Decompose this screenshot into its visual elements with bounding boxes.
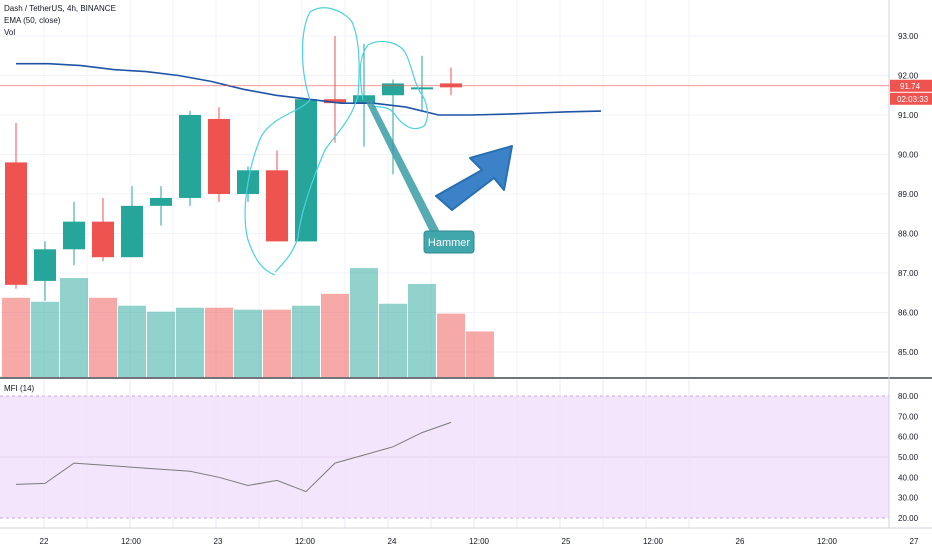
price-tick-label: 87.00 — [898, 269, 919, 278]
candle-body[interactable] — [266, 170, 288, 242]
price-tick-label: 91.00 — [898, 111, 919, 120]
price-tick-label: 90.00 — [898, 151, 919, 160]
time-tick-label: 12:00 — [121, 537, 142, 546]
price-tick-label: 88.00 — [898, 230, 919, 239]
volume-bar — [205, 307, 233, 377]
mfi-legend[interactable]: MFI (14) — [4, 384, 35, 393]
time-tick-label: 12:00 — [817, 537, 838, 546]
volume-bar — [147, 311, 175, 377]
mfi-tick-label: 50.00 — [898, 453, 919, 462]
volume-bar — [89, 297, 117, 377]
volume-bar — [408, 283, 436, 377]
volume-bar — [2, 297, 30, 377]
mfi-tick-label: 30.00 — [898, 494, 919, 503]
mfi-tick-label: 40.00 — [898, 473, 919, 482]
candle-body[interactable] — [63, 221, 85, 250]
mfi-tick-label: 80.00 — [898, 392, 919, 401]
vol-label[interactable]: Vol — [4, 28, 16, 37]
volume-bar — [234, 309, 262, 377]
callout-label: Hammer — [428, 237, 471, 249]
price-badge — [890, 79, 932, 92]
chart-legend: Dash / TetherUS, 4h, BINANCE EMA (50, cl… — [4, 3, 116, 39]
candle-body[interactable] — [92, 221, 114, 258]
ema-line — [16, 62, 602, 116]
volume-bar — [466, 331, 494, 377]
price-badge-label: 91.74 — [900, 82, 921, 91]
candle-body[interactable] — [150, 197, 172, 206]
time-tick-label: 26 — [736, 537, 745, 546]
mfi-tick-label: 60.00 — [898, 433, 919, 442]
ema-label[interactable]: EMA (50, close) — [4, 16, 61, 25]
candle-body[interactable] — [208, 118, 230, 194]
candle-body[interactable] — [179, 115, 201, 198]
volume-bar — [31, 301, 59, 377]
time-tick-label: 27 — [910, 537, 919, 546]
candle-body[interactable] — [5, 162, 27, 285]
mfi-line — [15, 421, 452, 493]
price-tick-label: 86.00 — [898, 309, 919, 318]
volume-bar — [350, 268, 378, 377]
time-tick-label: 23 — [214, 537, 223, 546]
volume-bar — [437, 313, 465, 377]
volume-bar — [321, 293, 349, 377]
drawing-right-loop — [359, 40, 429, 130]
price-tick-label: 85.00 — [898, 348, 919, 357]
time-tick-label: 25 — [562, 537, 571, 546]
symbol-label[interactable]: Dash / TetherUS, 4h, BINANCE — [4, 4, 116, 13]
time-tick-label: 22 — [40, 537, 49, 546]
countdown-label: 02:03:33 — [897, 95, 929, 104]
time-tick-label: 24 — [388, 537, 397, 546]
time-tick-label: 12:00 — [295, 537, 316, 546]
time-tick-label: 12:00 — [643, 537, 664, 546]
countdown-badge — [890, 92, 932, 105]
mfi-tick-label: 20.00 — [898, 514, 919, 523]
price-tick-label: 93.00 — [898, 32, 919, 41]
volume-bar — [379, 303, 407, 377]
candle-body[interactable] — [295, 99, 317, 242]
drawing-left-loop — [244, 7, 360, 276]
price-tick-label: 92.00 — [898, 72, 919, 81]
candle-body[interactable] — [121, 205, 143, 258]
volume-bar — [263, 309, 291, 377]
price-tick-label: 89.00 — [898, 190, 919, 199]
mfi-tick-label: 70.00 — [898, 412, 919, 421]
volume-bar — [118, 305, 146, 377]
candle-body[interactable] — [34, 249, 56, 281]
candle-body[interactable] — [353, 95, 375, 104]
candle-body[interactable] — [324, 99, 346, 104]
callout-box[interactable] — [423, 230, 475, 254]
volume-bar — [176, 307, 204, 377]
callout-pointer — [365, 100, 440, 232]
volume-bar — [292, 305, 320, 377]
volume-bar — [60, 278, 88, 377]
candle-body[interactable] — [440, 83, 462, 88]
candle-body[interactable] — [382, 83, 404, 96]
candle-body[interactable] — [411, 87, 433, 90]
time-tick-label: 12:00 — [469, 537, 490, 546]
arrow-icon — [435, 145, 513, 211]
